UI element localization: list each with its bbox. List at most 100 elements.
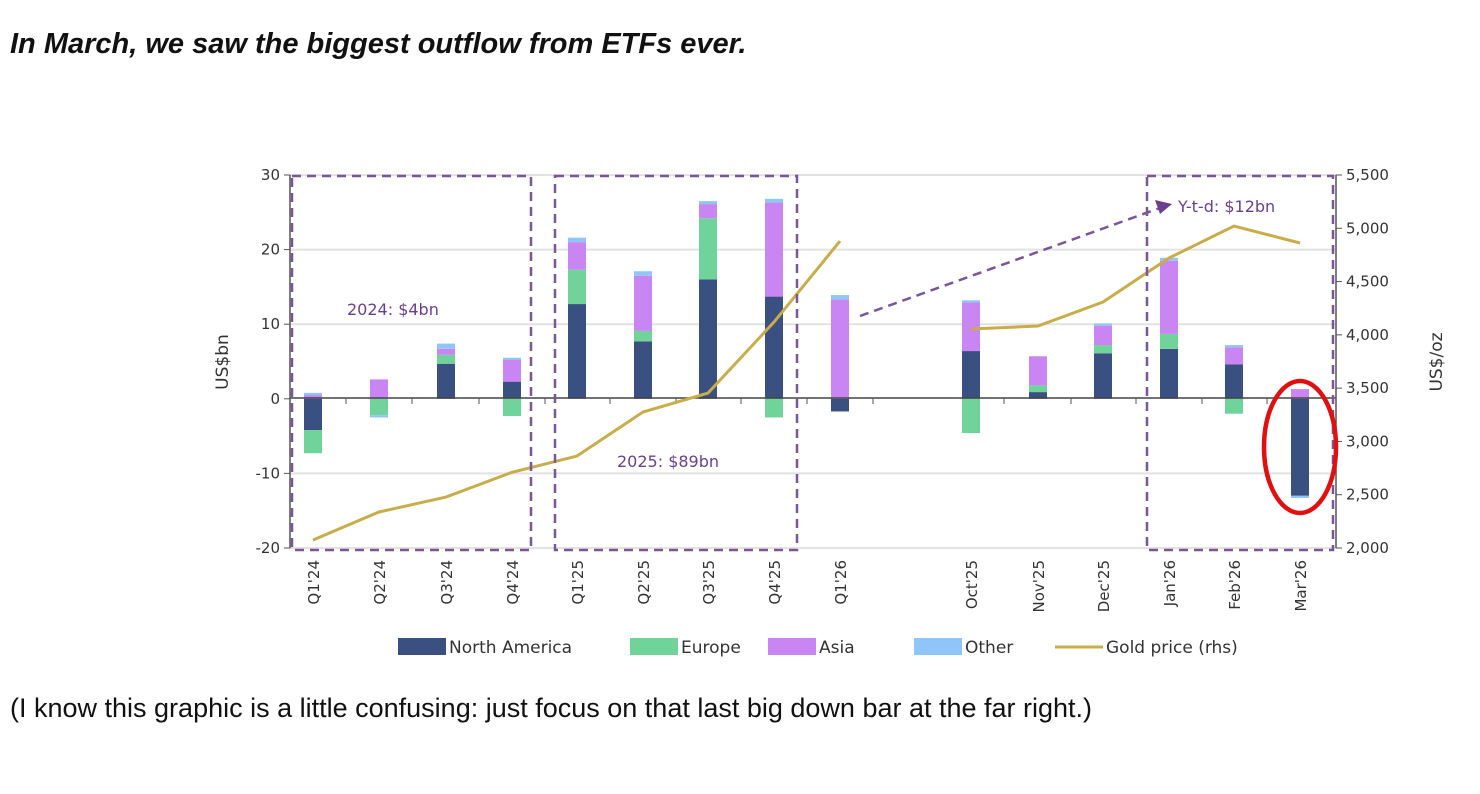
bar-asia (1160, 260, 1178, 334)
legend-label: Asia (819, 638, 855, 658)
y-tick-label: 10 (261, 315, 280, 333)
annotation-2024: 2024: $4bn (347, 300, 439, 319)
caption: (I know this graphic is a little confusi… (10, 693, 1093, 723)
x-tick-label: Q1'24 (305, 560, 323, 605)
bar-europe (503, 398, 521, 416)
y2-tick-label: 3,500 (1346, 379, 1389, 397)
bar-other (568, 237, 586, 243)
x-tick-label: Q2'25 (635, 560, 653, 605)
bar-north-america (1160, 348, 1178, 399)
bar-north-america (765, 296, 783, 399)
bar-europe (962, 398, 980, 434)
bar-europe (1094, 345, 1112, 354)
annotations: 2024: $4bn 2025: $89bn Y-t-d: $12bn (290, 174, 1339, 552)
bar-europe (634, 330, 652, 342)
bar-europe (699, 218, 717, 280)
annotation-2025: 2025: $89bn (617, 452, 719, 471)
bar-other (437, 343, 455, 349)
x-tick-label: Q3'25 (700, 560, 718, 605)
legend-label: North America (449, 638, 572, 658)
bar-north-america (1029, 392, 1047, 399)
legend-label: Gold price (rhs) (1106, 638, 1238, 658)
bar-other (699, 201, 717, 205)
legend: North America Europe Asia Other Gold price (… (398, 638, 1238, 658)
highlight-circle (1261, 378, 1339, 516)
bar-other (831, 295, 849, 300)
box-2024 (290, 174, 533, 552)
x-tick-label: Oct'25 (963, 560, 981, 609)
bar-other (1094, 323, 1112, 326)
bar-other (1291, 495, 1309, 499)
bar-north-america (503, 381, 521, 399)
bar-europe (370, 398, 388, 416)
bar-north-america (1291, 398, 1309, 496)
y-tick-label: 30 (261, 166, 280, 184)
bar-other (370, 415, 388, 418)
annotation-ytd: Y-t-d: $12bn (1177, 197, 1275, 216)
x-tick-label: Q3'24 (438, 560, 456, 605)
x-tick-label: Q1'25 (569, 560, 587, 605)
bar-asia (962, 302, 980, 352)
y-axis-label: US$bn (213, 334, 233, 390)
bar-asia (765, 202, 783, 297)
bar-north-america (634, 341, 652, 399)
y2-tick-label: 2,500 (1346, 486, 1389, 504)
headline: In March, we saw the biggest outflow fro… (10, 28, 747, 60)
x-tick-label: Q1'26 (832, 560, 850, 605)
bar-asia (437, 348, 455, 355)
gold-price-segment (312, 240, 842, 542)
bar-north-america (304, 398, 322, 431)
y2-tick-label: 4,500 (1346, 273, 1389, 291)
bar-asia (568, 242, 586, 270)
arrow-head-icon (1155, 200, 1172, 214)
x-tick-label: Mar'26 (1292, 560, 1310, 612)
x-tick-label: Feb'26 (1226, 560, 1244, 610)
bar-other (1225, 345, 1243, 348)
bar-europe (765, 398, 783, 418)
bar-asia (699, 204, 717, 219)
y2-tick-label: 5,000 (1346, 219, 1389, 237)
box-ytd (1145, 174, 1335, 552)
bar-other (634, 271, 652, 276)
bar-europe (437, 354, 455, 364)
bar-europe (304, 430, 322, 454)
bar-other (503, 357, 521, 361)
bar-north-america (1094, 353, 1112, 399)
legend-swatch (914, 638, 962, 655)
bar-other (304, 392, 322, 396)
y2-tick-label: 4,000 (1346, 326, 1389, 344)
bar-asia (1094, 325, 1112, 346)
bar-asia (1225, 347, 1243, 365)
x-tick-label: Q4'25 (766, 560, 784, 605)
x-tick-label: Q4'24 (504, 560, 522, 605)
box-2025 (553, 174, 799, 552)
bar-europe (568, 269, 586, 305)
ytd-arrow (859, 206, 1161, 318)
gold-price-line (312, 224, 1301, 542)
axes: 30 20 10 0 -10 -20 5,500 5,000 4,500 4,000 3,500 3,… (256, 166, 1389, 613)
legend-swatch (768, 638, 816, 655)
y2-axis-label: US$/oz (1427, 332, 1447, 391)
y-tick-label: -10 (256, 464, 281, 482)
bar-other (765, 198, 783, 203)
y2-tick-label: 3,000 (1346, 432, 1389, 450)
x-tick-label: Jan'26 (1161, 560, 1179, 607)
gold-price-segment (970, 224, 1301, 331)
bar-asia (1291, 389, 1309, 399)
y2-tick-label: 2,000 (1346, 539, 1389, 557)
bar-other (962, 300, 980, 303)
bar-north-america (699, 279, 717, 399)
bar-asia (304, 395, 322, 399)
bar-north-america (962, 351, 980, 399)
legend-label: Europe (681, 638, 741, 658)
bar-asia (634, 275, 652, 331)
bar-north-america (831, 398, 849, 412)
legend-label: Other (965, 638, 1013, 658)
x-tick-label: Nov'25 (1030, 560, 1048, 613)
bar-asia (831, 299, 849, 399)
x-tick-label: Dec'25 (1095, 560, 1113, 612)
bar-asia (503, 360, 521, 382)
x-tick-label: Q2'24 (371, 560, 389, 605)
legend-swatch (398, 638, 446, 655)
